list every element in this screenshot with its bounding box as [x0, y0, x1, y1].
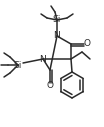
Text: N: N [40, 54, 46, 64]
Text: O: O [84, 39, 91, 49]
Text: Si: Si [53, 15, 61, 25]
Text: O: O [46, 81, 53, 90]
Text: N: N [54, 31, 60, 41]
Text: Si: Si [14, 60, 22, 69]
